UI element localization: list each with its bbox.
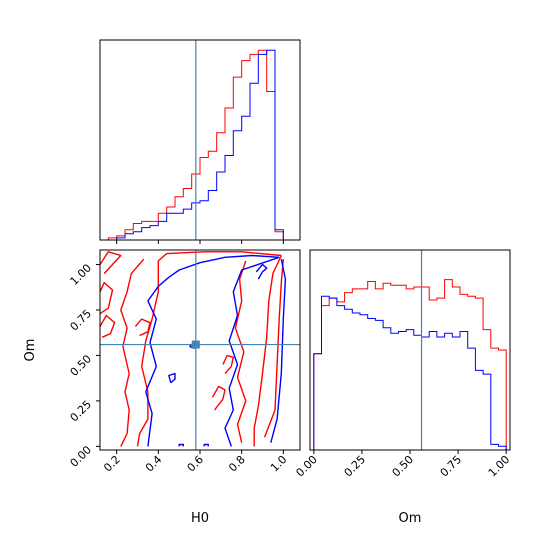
h0-om-contours <box>100 251 287 447</box>
blue-contour-line <box>145 254 280 447</box>
red-contour-line <box>263 259 284 438</box>
x-tick-label: 0.25 <box>342 453 369 480</box>
y-tick-label: 0.75 <box>68 307 95 334</box>
om-axis-ticks: 0.00 0.25 0.50 0.75 1.00 <box>68 261 100 470</box>
om-axis-label: Om <box>23 339 38 362</box>
red-contour-line <box>222 354 234 375</box>
red-contour-line <box>100 314 116 338</box>
x-tick-label: 0.75 <box>438 453 465 480</box>
blue-contour-line <box>178 443 184 447</box>
x-tick-label: 0.6 <box>185 453 207 475</box>
h0-axis-ticks: 0.2 0.4 0.6 0.8 1.0 <box>101 450 289 474</box>
truth-marker <box>191 340 200 349</box>
y-tick-label: 1.00 <box>68 261 95 288</box>
om-histogram-frame <box>309 249 511 451</box>
blue-histogram-line <box>100 49 292 241</box>
om-histogram-ticks: 0.00 0.25 0.50 0.75 1.00 <box>293 450 512 479</box>
blue-contour-line <box>203 443 209 447</box>
red-contour-line <box>136 251 282 447</box>
om-histogram-panel: 0.00 0.25 0.50 0.75 1.00 Om <box>293 249 512 526</box>
red-contour-line <box>100 282 114 315</box>
om-histogram-series <box>313 279 507 450</box>
red-contour-line <box>211 385 226 411</box>
red-contour-line <box>100 251 122 275</box>
red-histogram-line <box>100 49 292 241</box>
x-tick-label: 1.00 <box>486 453 513 480</box>
x-tick-label: 0.8 <box>226 453 248 475</box>
h0-axis-label: H0 <box>191 511 209 526</box>
h0-histogram-panel <box>99 39 301 244</box>
h0-histogram-frame <box>99 39 301 241</box>
blue-contour-line <box>270 258 287 443</box>
h0-histogram-series <box>100 49 292 241</box>
red-contour-line <box>120 258 145 447</box>
y-tick-label: 0.00 <box>68 443 95 470</box>
x-tick-label: 0.50 <box>390 453 417 480</box>
om-histogram-axis-label: Om <box>399 511 422 526</box>
blue-contour-line <box>224 256 280 447</box>
y-tick-label: 0.50 <box>68 352 95 379</box>
x-tick-label: 1.0 <box>268 453 290 475</box>
red-contour-line <box>134 318 151 337</box>
red-histogram-line <box>313 279 507 450</box>
blue-contour-line <box>168 372 176 384</box>
y-tick-label: 0.25 <box>68 398 95 425</box>
red-contour-line <box>234 260 247 443</box>
x-tick-label: 0.4 <box>143 453 165 475</box>
blue-contour-line <box>255 263 268 280</box>
x-tick-label: 0.2 <box>101 453 123 475</box>
x-tick-label: 0.00 <box>293 453 320 480</box>
h0-histogram-ticks <box>116 240 284 244</box>
red-contour-line <box>253 255 282 447</box>
h0-om-contour-panel: 0.2 0.4 0.6 0.8 1.0 0.000.250.500.751.00 H0 … <box>23 249 301 526</box>
blue-histogram-line <box>313 295 507 450</box>
